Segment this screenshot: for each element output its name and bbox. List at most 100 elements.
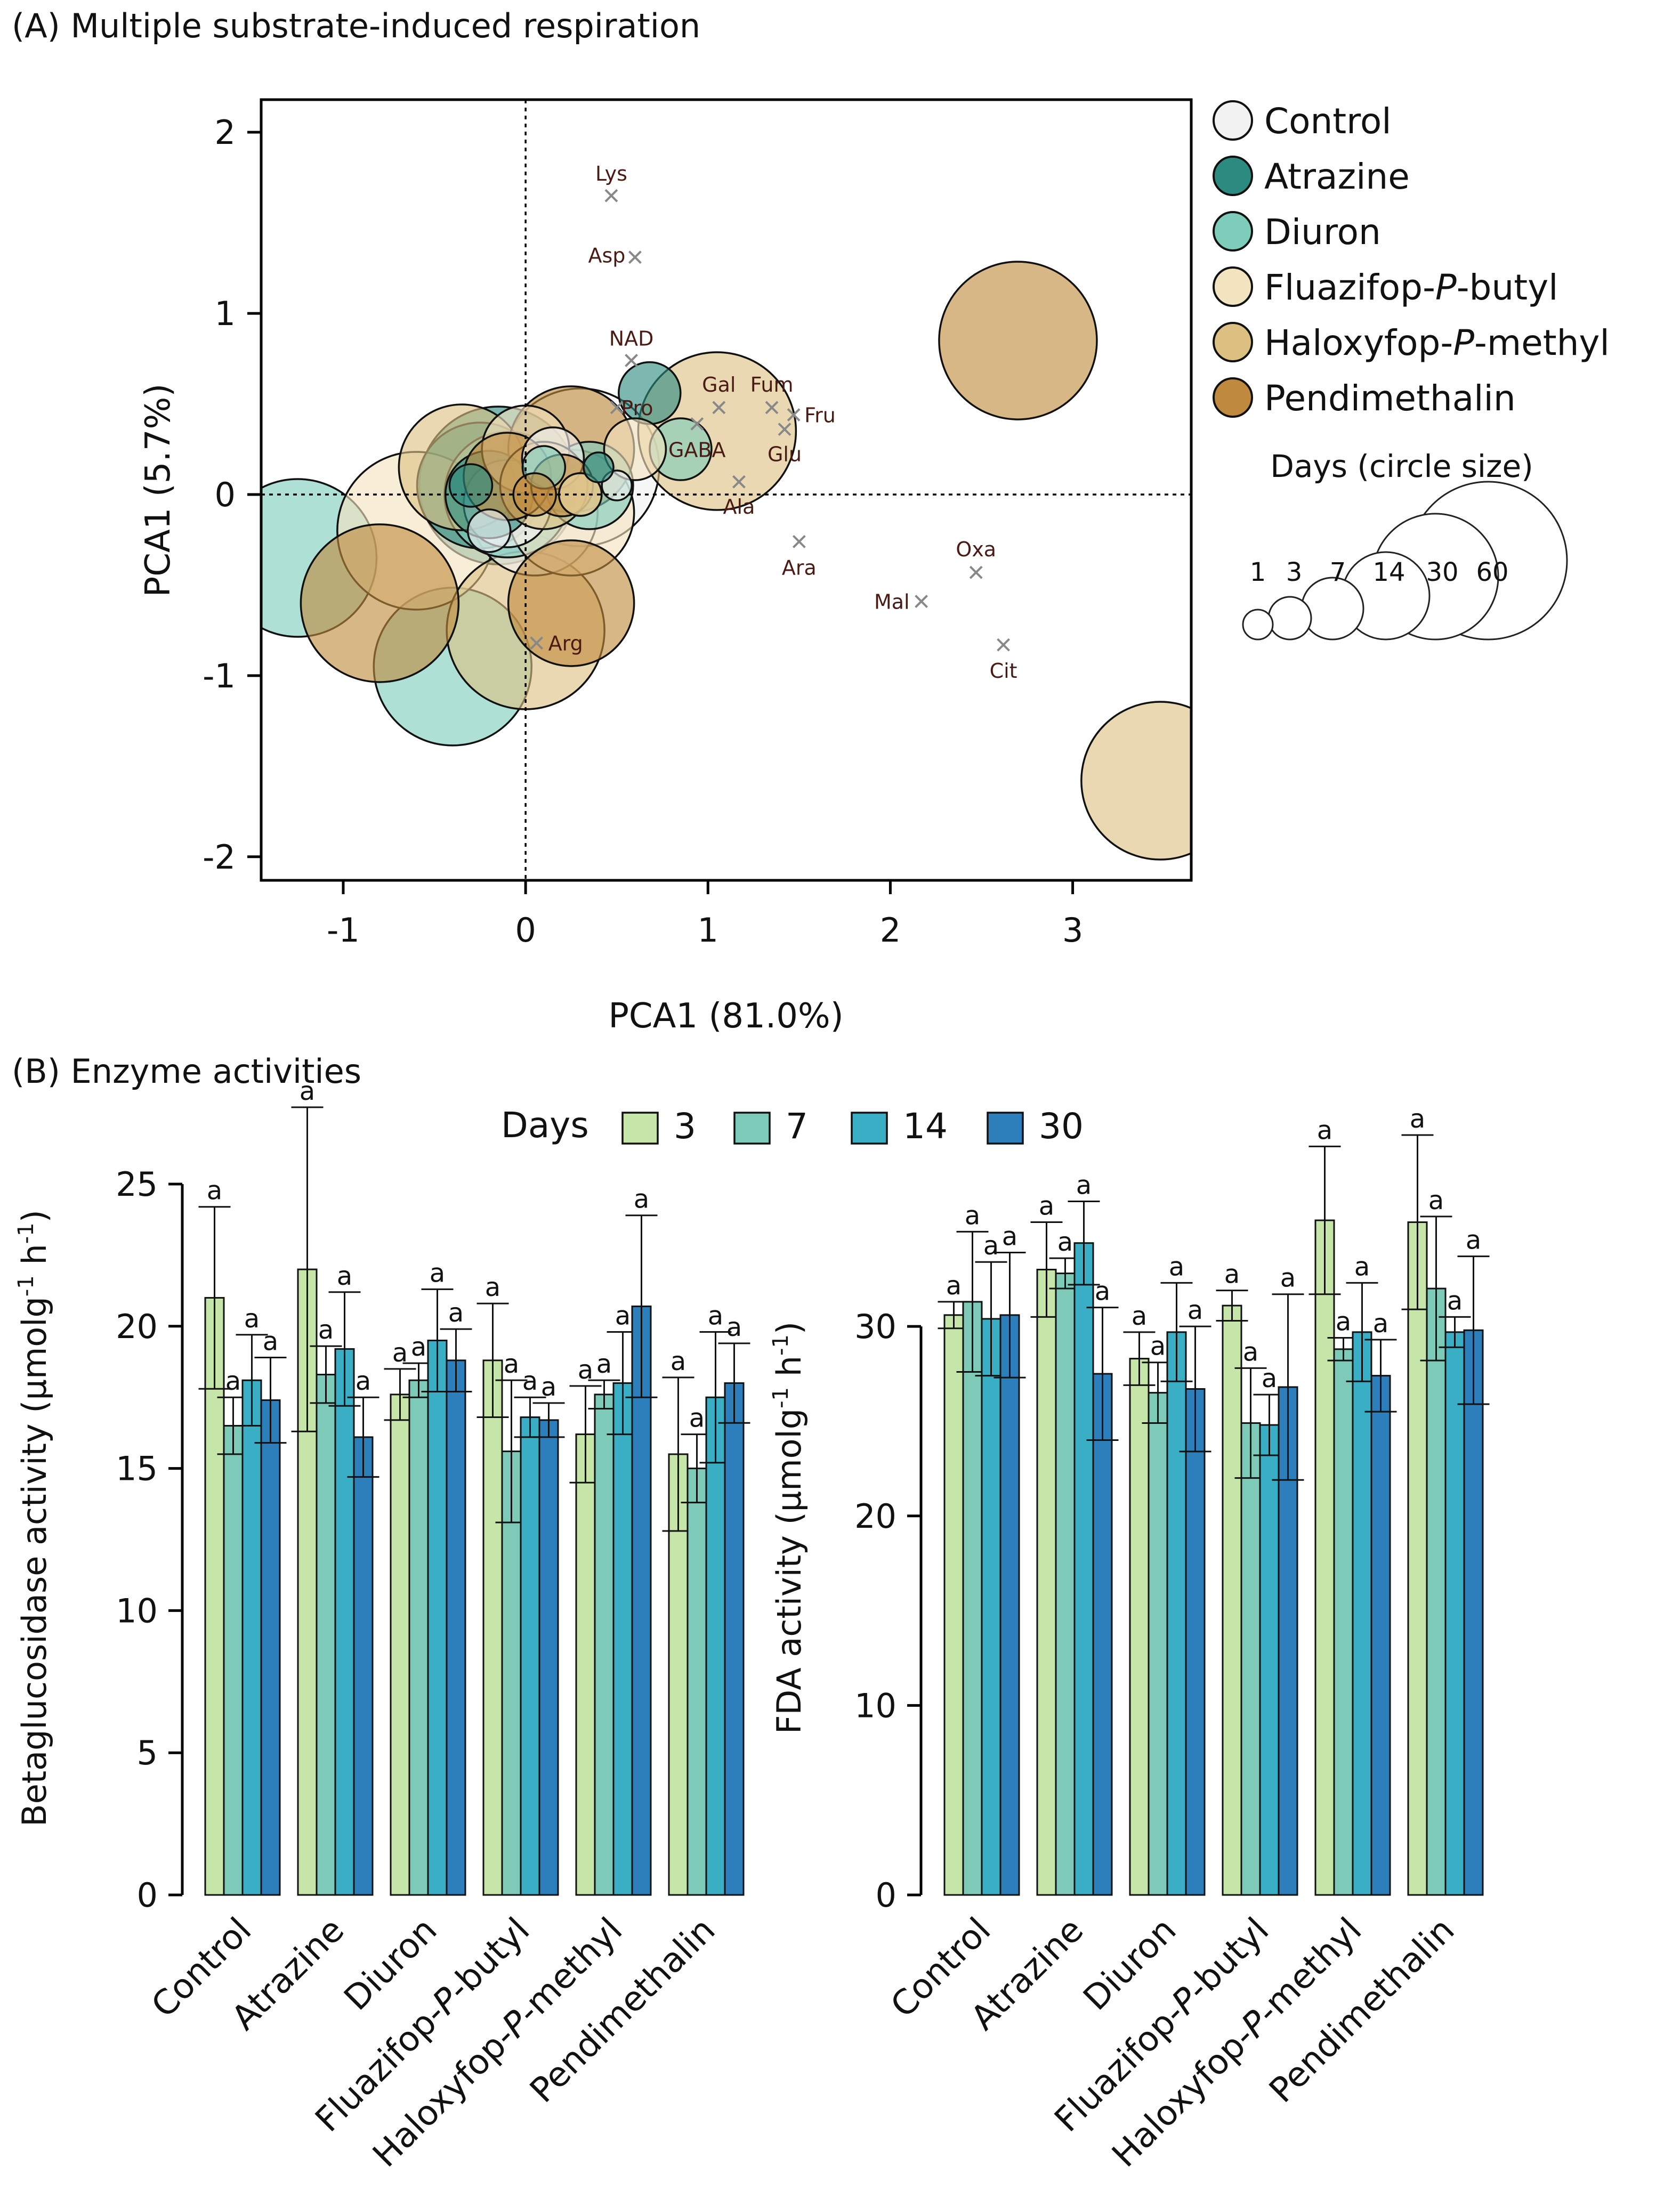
bar-y-tick-label: 10 — [116, 1591, 158, 1630]
loading-marker — [765, 401, 779, 415]
pca-bubble — [1080, 701, 1191, 861]
bar — [686, 1468, 707, 1896]
significance-letter: a — [1373, 1309, 1388, 1339]
significance-letter: a — [615, 1301, 631, 1331]
panel-b-title: (B) Enzyme activities — [12, 1052, 361, 1091]
loading-label: Ala — [723, 495, 755, 518]
label-part: Diuron — [1264, 212, 1381, 253]
significance-letter: a — [634, 1185, 649, 1214]
label-part: Betaglucosidase activity (µmolg — [15, 1297, 54, 1827]
pca-y-tick-label: 1 — [215, 294, 236, 333]
legend-swatch-circle — [1213, 211, 1253, 252]
loading-marker — [969, 565, 983, 579]
bar — [241, 1379, 262, 1896]
significance-letter: a — [1095, 1277, 1110, 1307]
bar — [981, 1318, 1001, 1896]
label-part: ) — [770, 1322, 809, 1334]
legend-treatment-label: Haloxyfop-P-methyl — [1264, 322, 1610, 363]
pca-x-tick-label: 3 — [1062, 911, 1083, 950]
pca-y-tick-label: -2 — [203, 838, 236, 877]
legend-treatment-label: Pendimethalin — [1264, 378, 1516, 419]
significance-letter: a — [1336, 1307, 1351, 1336]
days-legend-label: 30 — [1426, 557, 1458, 587]
bar — [1073, 1242, 1094, 1896]
bar-legend-label: 14 — [903, 1106, 948, 1147]
legend-swatch-circle — [1213, 266, 1253, 307]
loading-marker — [997, 638, 1010, 652]
bar — [334, 1348, 355, 1896]
label-part: FDA activity (µmolg — [770, 1408, 809, 1734]
bar-legend-label: 3 — [674, 1106, 696, 1147]
pca-y-axis-label: PCA1 (5.7%) — [139, 384, 178, 597]
significance-letter: a — [337, 1261, 352, 1291]
pca-x-tick-label: 1 — [698, 911, 718, 950]
significance-letter: a — [1317, 1115, 1332, 1145]
legend-swatch-circle — [1213, 322, 1253, 362]
bar-legend-swatch — [851, 1112, 888, 1145]
pca-loadings: Lys Asp NAD Pro Gal Fum Fru GABA Glu Ala Ara Oxa Mal… — [530, 162, 1017, 683]
loading-label: Glu — [768, 443, 802, 466]
significance-letter: a — [263, 1326, 278, 1356]
bar-y-tick-label: 15 — [116, 1449, 158, 1488]
pca-bubbles — [261, 100, 1191, 880]
loading-label: Cit — [990, 659, 1017, 683]
bar — [408, 1379, 429, 1896]
days-legend-label: 14 — [1372, 557, 1405, 587]
label-part: Pendimethalin — [1264, 378, 1516, 419]
bar-legend-label: 30 — [1039, 1106, 1084, 1147]
betaglucosidase-chart: 0 5 10 15 20 25 Betaglucosidase activity (µmol… — [14, 1076, 750, 2175]
significance-letter: a — [1410, 1104, 1425, 1134]
panel-a-title: (A) Multiple substrate-induced respirati… — [12, 6, 700, 45]
pca-x-tick-label: 2 — [880, 911, 901, 950]
bar — [501, 1451, 522, 1896]
bar — [427, 1339, 448, 1896]
significance-letter: a — [1243, 1337, 1258, 1367]
significance-letter: a — [1057, 1227, 1073, 1257]
significance-letter: a — [1150, 1332, 1166, 1362]
bar — [446, 1359, 466, 1896]
pca-legend: ControlAtrazineDiuronFluazifop-P-butylHa… — [1213, 100, 1610, 419]
bar — [962, 1301, 983, 1896]
loading-marker — [792, 534, 806, 548]
pca-bubble — [583, 451, 615, 483]
pca-axes: -1 0 1 2 3 -2 -1 0 1 2 — [203, 113, 1083, 950]
significance-letter: a — [1132, 1301, 1147, 1331]
bar — [943, 1314, 964, 1896]
significance-letter: a — [300, 1076, 315, 1106]
bar-y-tick-label: 5 — [137, 1733, 158, 1772]
bar — [223, 1425, 244, 1896]
pca-bubble — [603, 417, 667, 481]
significance-letter: a — [244, 1304, 260, 1334]
significance-letter: a — [207, 1176, 222, 1206]
significance-letter: a — [1280, 1263, 1296, 1293]
bar — [1185, 1388, 1206, 1896]
significance-letter: a — [983, 1231, 999, 1261]
bar — [390, 1393, 410, 1896]
bar-legend-swatch — [733, 1112, 771, 1145]
significance-letter: a — [1466, 1226, 1481, 1255]
pca-bubble — [466, 508, 512, 553]
pca-x-tick-label: -1 — [327, 911, 360, 950]
label-part: Haloxyfop- — [1264, 322, 1453, 363]
label-part: Control — [1264, 101, 1392, 142]
significance-letter: a — [946, 1271, 962, 1301]
loading-marker — [712, 401, 726, 415]
pca-bubble — [938, 261, 1098, 420]
days-legend-label: 60 — [1476, 557, 1508, 587]
bar — [1222, 1304, 1242, 1896]
days-legend-title: Days (circle size) — [1270, 448, 1533, 484]
loading-marker — [628, 250, 642, 264]
significance-letter: a — [726, 1312, 742, 1342]
loading-label: Oxa — [956, 538, 996, 561]
bar — [1463, 1329, 1484, 1896]
pca-bubble — [507, 539, 635, 667]
label-part: -methyl — [1474, 322, 1610, 363]
loading-label: Mal — [874, 590, 910, 614]
loading-label: Asp — [588, 244, 625, 268]
bar — [1370, 1375, 1391, 1896]
loading-marker — [732, 475, 746, 489]
label-part: h — [15, 1244, 54, 1275]
bar — [353, 1436, 374, 1896]
significance-letter: a — [708, 1301, 723, 1331]
legend-swatch-circle — [1213, 100, 1253, 141]
